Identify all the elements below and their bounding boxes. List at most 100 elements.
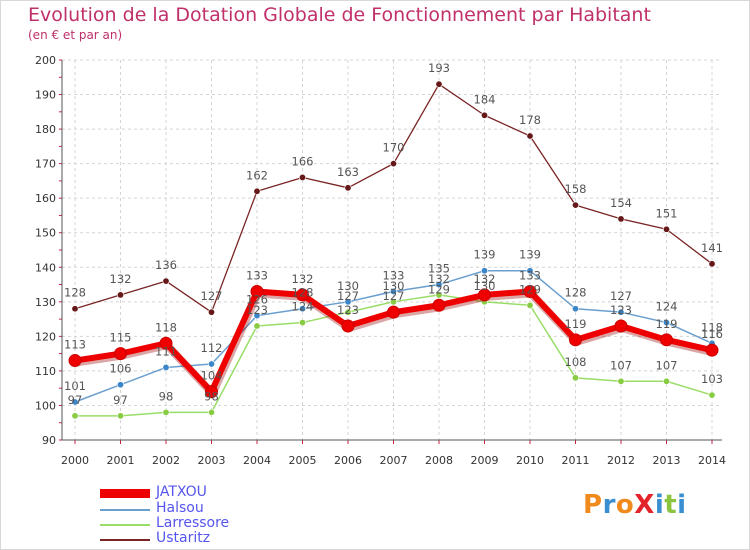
y-tick-label: 150 — [35, 227, 56, 240]
x-tick-label: 2007 — [380, 454, 408, 467]
data-label: 104 — [201, 369, 223, 383]
data-label: 139 — [474, 248, 496, 262]
data-point — [162, 363, 170, 371]
data-label: 107 — [656, 358, 678, 372]
data-point — [435, 80, 443, 88]
data-point — [117, 381, 125, 389]
data-label: 139 — [519, 248, 541, 262]
proxiti-logo: ProXiti — [583, 490, 687, 520]
data-point — [523, 284, 537, 298]
data-point — [341, 319, 355, 333]
data-label: 101 — [64, 379, 86, 393]
data-point — [389, 298, 397, 306]
data-point — [117, 412, 125, 420]
data-point — [478, 288, 491, 302]
data-label: 132 — [474, 272, 496, 286]
logo-letter: t — [664, 490, 678, 520]
x-tick-label: 2010 — [516, 454, 544, 467]
data-label: 162 — [246, 168, 268, 182]
data-label: 106 — [110, 362, 132, 376]
data-point — [389, 160, 397, 168]
data-point — [708, 260, 716, 268]
legend-swatch — [100, 539, 150, 541]
data-label: 107 — [610, 358, 632, 372]
data-point — [389, 287, 397, 295]
data-label: 118 — [155, 320, 177, 334]
y-tick-label: 200 — [35, 54, 56, 67]
x-tick-label: 2001 — [107, 454, 135, 467]
data-label: 129 — [428, 282, 450, 296]
data-point — [435, 281, 443, 289]
logo-letter: P — [583, 490, 603, 520]
data-label: 166 — [292, 154, 314, 168]
data-label: 178 — [519, 113, 541, 127]
data-label: 127 — [201, 289, 223, 303]
data-point — [344, 184, 352, 192]
legend-label: Ustaritz — [156, 530, 211, 546]
data-point — [660, 333, 673, 347]
data-label: 98 — [204, 389, 219, 403]
legend-swatch — [100, 524, 150, 526]
data-point — [71, 412, 79, 420]
data-point — [298, 173, 306, 181]
data-label: 97 — [113, 393, 128, 407]
data-label: 130 — [383, 279, 405, 293]
data-point — [162, 277, 170, 285]
data-point — [708, 391, 716, 399]
chart-title: Evolution de la Dotation Globale de Fonc… — [28, 4, 651, 26]
data-point — [571, 201, 579, 209]
data-label: 124 — [292, 300, 314, 314]
y-tick-label: 110 — [35, 365, 56, 378]
x-tick-label: 2004 — [243, 454, 271, 467]
data-point — [480, 111, 488, 119]
y-tick-label: 190 — [35, 89, 56, 102]
data-label: 130 — [337, 279, 359, 293]
data-point — [705, 343, 719, 357]
data-label: 151 — [656, 206, 678, 220]
data-point — [662, 225, 670, 233]
data-label: 123 — [246, 303, 268, 317]
data-label: 132 — [428, 272, 450, 286]
data-label: 133 — [246, 268, 268, 282]
data-label: 154 — [610, 196, 632, 210]
y-tick-label: 140 — [35, 261, 56, 274]
data-point — [344, 308, 352, 316]
data-point — [526, 301, 534, 309]
data-point — [205, 385, 218, 399]
data-point — [571, 374, 579, 382]
x-tick-label: 2008 — [425, 454, 453, 467]
y-tick-label: 130 — [35, 296, 56, 309]
data-point — [569, 333, 582, 347]
x-tick-label: 2005 — [289, 454, 317, 467]
data-label: 115 — [110, 331, 132, 345]
legend-swatch — [100, 489, 150, 498]
data-point — [614, 319, 628, 333]
data-point — [71, 305, 79, 313]
legend-label: JATXOU — [156, 484, 207, 500]
data-point — [526, 132, 534, 140]
x-tick-label: 2009 — [471, 454, 499, 467]
data-label: 112 — [201, 341, 223, 355]
data-point — [432, 298, 446, 312]
data-point — [617, 377, 625, 385]
x-tick-label: 2011 — [562, 454, 590, 467]
logo-letter: i — [654, 490, 665, 520]
data-label: 113 — [64, 338, 86, 352]
data-point — [208, 408, 216, 416]
data-label: 116 — [701, 327, 723, 341]
data-label: 97 — [68, 393, 83, 407]
data-label: 128 — [64, 286, 86, 300]
y-tick-label: 120 — [35, 330, 56, 343]
data-label: 184 — [474, 92, 496, 106]
data-label: 128 — [292, 286, 314, 300]
data-label: 119 — [565, 317, 587, 331]
data-point — [296, 288, 309, 302]
data-point — [159, 336, 173, 350]
plot-area — [62, 60, 722, 440]
data-label: 132 — [110, 272, 132, 286]
data-label: 111 — [155, 344, 177, 358]
data-point — [208, 360, 216, 368]
data-point — [162, 408, 170, 416]
legend-swatch — [100, 509, 150, 511]
